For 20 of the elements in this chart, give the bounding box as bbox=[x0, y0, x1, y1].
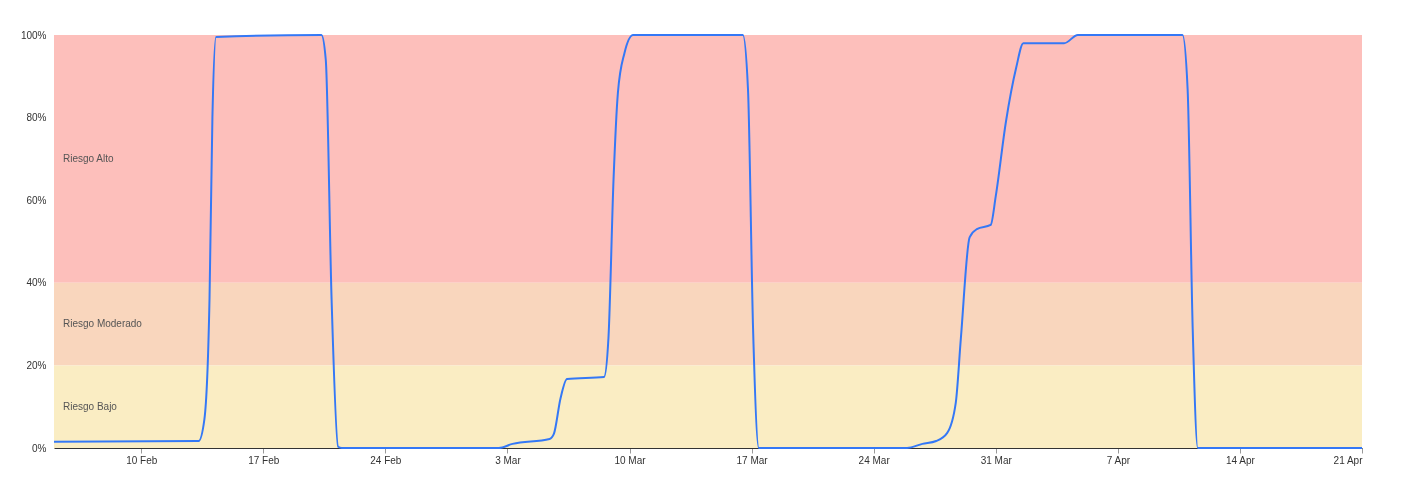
x-tick-label: 14 Apr bbox=[1225, 454, 1256, 466]
x-tick-label: 21 Apr bbox=[1333, 454, 1364, 466]
y-tick-label: 0% bbox=[32, 442, 47, 454]
x-tick-label: 31 Mar bbox=[980, 454, 1013, 466]
x-tick-label: 24 Mar bbox=[858, 454, 891, 466]
x-tick-label: 17 Feb bbox=[248, 454, 280, 466]
y-tick-label: 60% bbox=[26, 194, 47, 206]
x-tick-label: 7 Apr bbox=[1106, 454, 1131, 466]
x-tick-label: 10 Mar bbox=[614, 454, 647, 466]
y-tick-label: 20% bbox=[26, 359, 47, 371]
x-tick-label: 10 Feb bbox=[126, 454, 158, 466]
y-tick-label: 100% bbox=[20, 29, 47, 41]
x-tick-label: 3 Mar bbox=[495, 454, 522, 466]
band-label: Riesgo Moderado bbox=[63, 318, 143, 330]
x-tick-label: 17 Mar bbox=[736, 454, 769, 466]
band-label: Riesgo Bajo bbox=[63, 400, 118, 412]
band-label: Riesgo Alto bbox=[63, 152, 115, 164]
y-tick-label: 40% bbox=[26, 277, 47, 289]
y-tick-label: 80% bbox=[26, 112, 47, 124]
x-tick-label: 24 Feb bbox=[370, 454, 402, 466]
